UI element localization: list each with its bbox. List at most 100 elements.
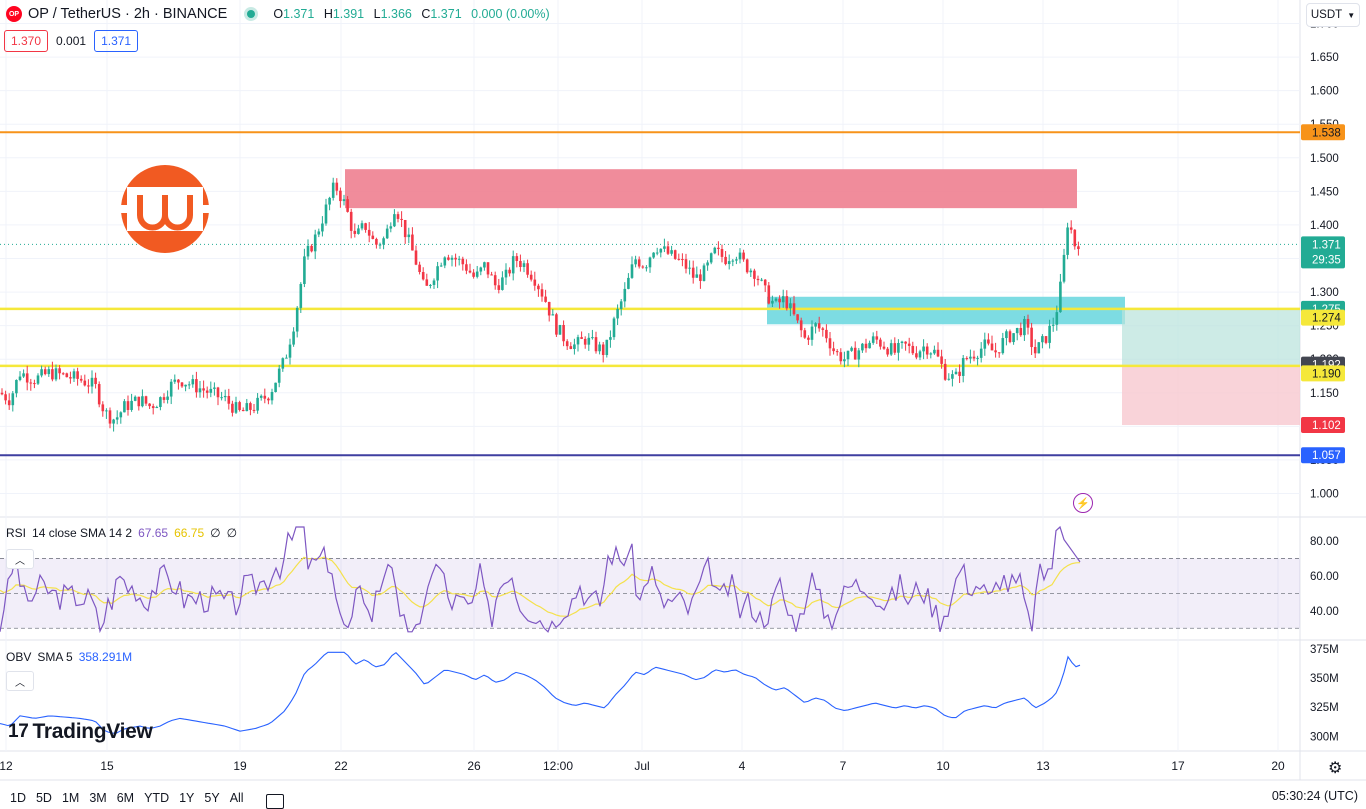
candle-body — [7, 400, 11, 406]
candle-body — [54, 368, 58, 380]
candle-body — [22, 373, 25, 377]
candle-body — [43, 369, 47, 375]
candle-body — [565, 341, 569, 347]
candle-body — [378, 244, 382, 246]
symbol-title[interactable]: OP / TetherUS · 2h · BINANCE — [28, 6, 228, 22]
candle-body — [861, 343, 864, 351]
candle-body — [1023, 318, 1026, 336]
candle-body — [1059, 281, 1062, 313]
candle-body — [123, 401, 126, 413]
candle-body — [889, 343, 893, 355]
candle-body — [267, 398, 270, 401]
candle-body — [612, 318, 616, 338]
bid-button[interactable]: 1.370 — [4, 30, 49, 52]
range-1y[interactable]: 1Y — [179, 791, 195, 805]
gear-icon[interactable]: ⚙ — [1328, 760, 1343, 777]
price-label-purple-tag — [1301, 447, 1345, 464]
range-ytd[interactable]: YTD — [144, 791, 170, 805]
candle-body — [101, 404, 105, 412]
candle-body — [292, 331, 295, 345]
high-value: 1.391 — [332, 7, 365, 21]
candle-body — [234, 402, 238, 413]
candle-body — [623, 288, 627, 302]
range-1d[interactable]: 1D — [10, 791, 26, 805]
candle-body — [817, 323, 821, 329]
candle-body — [360, 223, 364, 229]
candle-body — [335, 182, 339, 191]
candle-body — [558, 324, 562, 335]
candle-body — [11, 393, 15, 406]
range-6m[interactable]: 6M — [116, 791, 135, 805]
currency-select[interactable]: USDT ▼ — [1306, 3, 1360, 27]
candle-body — [731, 260, 735, 262]
candle-body — [666, 246, 670, 254]
candle-body — [713, 247, 717, 254]
candle-body — [25, 373, 29, 383]
open-value: 1.371 — [283, 7, 315, 21]
range-bar: 1D 5D 1M 3M 6M YTD 1Y 5Y All 05:30:24 (U… — [0, 789, 1366, 809]
range-5d[interactable]: 5D — [35, 791, 52, 805]
candle-body — [526, 263, 529, 275]
price-label-current: 1.371 — [1312, 239, 1341, 251]
candle-body — [1037, 342, 1041, 354]
candle-body — [979, 348, 983, 358]
range-1m[interactable]: 1M — [61, 791, 80, 805]
lightning-icon[interactable]: ⚡ — [1073, 493, 1093, 513]
candle-body — [897, 343, 900, 353]
candle-body — [785, 296, 789, 309]
candle-body — [108, 410, 112, 424]
range-all[interactable]: All — [229, 791, 244, 805]
candle-body — [879, 339, 882, 347]
candle-body — [353, 230, 357, 234]
price-tick-label: 1.600 — [1310, 86, 1339, 98]
candle-body — [1026, 318, 1030, 328]
candle-body — [447, 257, 450, 260]
candle-body — [1051, 324, 1055, 326]
candle-body — [357, 228, 360, 234]
tradingview-logo[interactable]: 17 TradingView — [8, 720, 153, 744]
range-5y[interactable]: 5Y — [204, 791, 220, 805]
obv-legend[interactable]: OBV SMA 5 358.291M — [6, 650, 132, 664]
candle-body — [810, 326, 814, 340]
candle-body — [969, 356, 972, 359]
candle-body — [1041, 336, 1044, 343]
range-3m[interactable]: 3M — [89, 791, 107, 805]
candle-body — [493, 275, 497, 286]
candle-body — [313, 234, 317, 252]
candle-body — [673, 250, 677, 259]
price-tick-label: 1.500 — [1310, 153, 1339, 165]
rsi-collapse-button[interactable]: ︿ — [6, 549, 34, 569]
candle-body — [187, 384, 191, 386]
candle-body — [281, 358, 285, 369]
candle-countdown: 29:35 — [1312, 254, 1341, 266]
obv-collapse-button[interactable]: ︿ — [6, 671, 34, 691]
candle-body — [429, 284, 432, 286]
candle-body — [288, 344, 292, 358]
symbol-header: OP OP / TetherUS · 2h · BINANCE O1.371 H… — [0, 0, 550, 28]
candle-body — [126, 401, 130, 410]
candle-body — [864, 343, 868, 349]
candle-body — [227, 395, 231, 404]
candle-body — [393, 214, 396, 227]
candle-body — [961, 358, 965, 376]
candle-body — [403, 219, 407, 238]
candle-body — [339, 190, 342, 202]
candle-body — [936, 349, 940, 357]
obv-line — [0, 651, 1081, 734]
candle-body — [83, 380, 87, 386]
calendar-icon[interactable] — [265, 793, 284, 809]
rsi-legend[interactable]: RSI 14 close SMA 14 2 67.65 66.75 ∅ ∅ — [6, 526, 237, 540]
candle-body — [414, 250, 418, 265]
candle-body — [652, 252, 655, 258]
obv-value: 358.291M — [78, 650, 133, 664]
candle-body — [342, 199, 346, 202]
ask-button[interactable]: 1.371 — [94, 30, 139, 52]
utc-clock[interactable]: 05:30:24 (UTC) — [1271, 789, 1358, 803]
rsi-params: 14 close SMA 14 2 — [32, 526, 133, 540]
candle-body — [688, 267, 691, 269]
candle-body — [724, 256, 727, 265]
candle-body — [972, 356, 976, 359]
candle-body — [580, 337, 583, 339]
rsi-tick-label: 60.00 — [1310, 571, 1339, 583]
